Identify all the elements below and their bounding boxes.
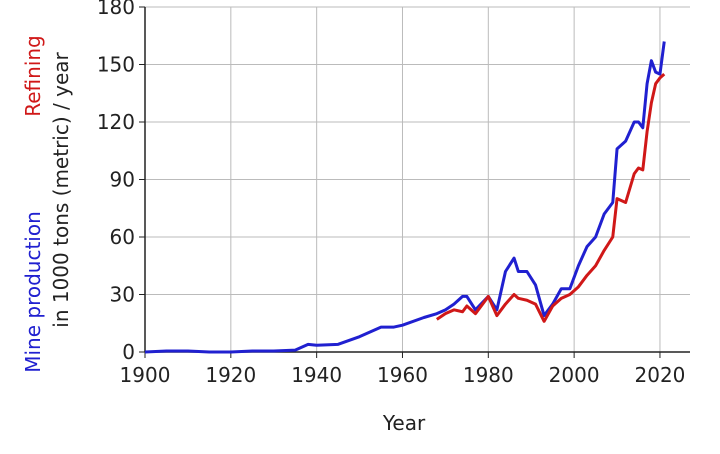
series-line (144, 41, 666, 354)
x-tick-label: 2020 (635, 363, 686, 387)
y-tick-label: 60 (110, 225, 135, 249)
y-label-mine: Mine production (21, 211, 45, 373)
y-label-refining: Refining (21, 35, 45, 117)
y-axis-label: in 1000 tons (metric) / year (49, 51, 73, 327)
y-tick-label: 180 (97, 0, 135, 19)
x-tick-label: 1920 (205, 363, 256, 387)
x-tick-label: 1940 (291, 363, 342, 387)
x-tick-label: 1980 (463, 363, 514, 387)
y-tick-label: 0 (122, 340, 135, 364)
y-tick-label: 120 (97, 110, 135, 134)
x-axis-label: Year (382, 411, 426, 435)
y-tick-label: 90 (110, 168, 135, 192)
y-tick-label: 30 (110, 283, 135, 307)
x-tick-label: 2000 (549, 363, 600, 387)
x-tick-label: 1900 (120, 363, 171, 387)
y-tick-label: 150 (97, 53, 135, 77)
x-tick-label: 1960 (377, 363, 428, 387)
series-line (435, 72, 666, 323)
